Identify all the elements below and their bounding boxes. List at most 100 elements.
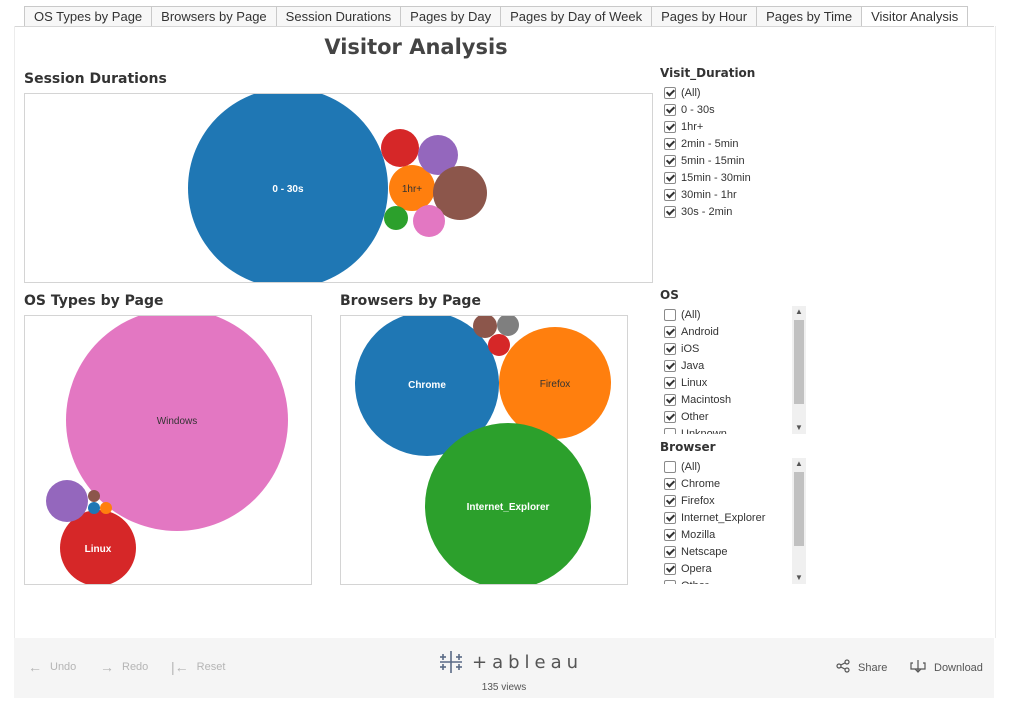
filter-option[interactable]: 15min - 30min — [664, 169, 804, 186]
checkbox-checked-icon[interactable] — [664, 393, 676, 406]
checkbox-unchecked-icon[interactable] — [664, 460, 676, 473]
filter-option-label: 1hr+ — [681, 120, 704, 133]
checkbox-checked-icon[interactable] — [664, 528, 676, 541]
tab-pages-by-hour[interactable]: Pages by Hour — [651, 6, 758, 27]
bubble-mark[interactable] — [355, 316, 499, 456]
checkbox-checked-icon[interactable] — [664, 205, 676, 218]
checkbox-checked-icon[interactable] — [664, 188, 676, 201]
filter-option[interactable]: 1hr+ — [664, 118, 804, 135]
bubble-mark[interactable] — [381, 129, 419, 167]
bubble-mark[interactable] — [473, 316, 497, 338]
bubble-mark[interactable] — [418, 135, 458, 175]
tab-pages-by-day-of-week[interactable]: Pages by Day of Week — [500, 6, 653, 27]
filter-option[interactable]: Macintosh — [664, 391, 790, 408]
bubble-label: Firefox — [540, 379, 571, 390]
checkbox-checked-icon[interactable] — [664, 410, 676, 423]
filter-option-label: Internet_Explorer — [681, 511, 766, 524]
checkbox-checked-icon[interactable] — [664, 137, 676, 150]
tableau-logo[interactable]: +ableau — [434, 648, 583, 676]
checkbox-checked-icon[interactable] — [664, 325, 676, 338]
filter-option[interactable]: (All) — [664, 458, 790, 475]
os-filter-scrollbar[interactable]: ▲ ▼ — [792, 306, 806, 434]
checkbox-checked-icon[interactable] — [664, 120, 676, 133]
scroll-thumb[interactable] — [794, 320, 804, 404]
tab-session-durations[interactable]: Session Durations — [275, 6, 402, 27]
bubble-mark[interactable] — [425, 423, 591, 584]
undo-button[interactable]: ← Undo — [28, 659, 76, 675]
checkbox-checked-icon[interactable] — [664, 103, 676, 116]
filter-option[interactable]: (All) — [664, 306, 790, 323]
bubble-mark[interactable] — [88, 502, 100, 514]
bubble-mark[interactable] — [433, 166, 487, 220]
download-button[interactable]: Download — [910, 659, 983, 676]
filter-option[interactable]: Java — [664, 357, 790, 374]
checkbox-checked-icon[interactable] — [664, 86, 676, 99]
bubble-mark[interactable] — [66, 316, 288, 531]
checkbox-checked-icon[interactable] — [664, 342, 676, 355]
share-button[interactable]: Share — [836, 659, 887, 676]
filter-option-label: Java — [681, 359, 705, 372]
scroll-down-icon[interactable]: ▼ — [795, 573, 803, 582]
filter-option[interactable]: Android — [664, 323, 790, 340]
checkbox-unchecked-icon[interactable] — [664, 579, 676, 584]
bubble-mark[interactable] — [60, 510, 136, 584]
filter-option[interactable]: Mozilla — [664, 526, 790, 543]
bubble-mark[interactable] — [384, 206, 408, 230]
filter-option[interactable]: iOS — [664, 340, 790, 357]
filter-option[interactable]: 2min - 5min — [664, 135, 804, 152]
bubble-mark[interactable] — [488, 334, 510, 356]
filter-option[interactable]: Linux — [664, 374, 790, 391]
filter-option-label: Linux — [681, 376, 708, 389]
filter-option[interactable]: 30min - 1hr — [664, 186, 804, 203]
bubble-mark[interactable] — [413, 205, 445, 237]
filter-option[interactable]: 30s - 2min — [664, 203, 804, 220]
scroll-down-icon[interactable]: ▼ — [795, 423, 803, 432]
bubble-mark[interactable] — [499, 327, 611, 439]
session-durations-chart[interactable]: 0 - 30s 1hr+ — [24, 93, 653, 283]
os-types-chart[interactable]: Windows Linux — [24, 315, 312, 585]
checkbox-checked-icon[interactable] — [664, 511, 676, 524]
checkbox-unchecked-icon[interactable] — [664, 308, 676, 321]
filter-option[interactable]: Firefox — [664, 492, 790, 509]
browser-filter-scrollbar[interactable]: ▲ ▼ — [792, 458, 806, 584]
filter-option[interactable]: Chrome — [664, 475, 790, 492]
bubble-mark[interactable] — [88, 490, 100, 502]
filter-option[interactable]: Opera — [664, 560, 790, 577]
scroll-up-icon[interactable]: ▲ — [795, 307, 803, 316]
filter-option[interactable]: Other — [664, 577, 790, 584]
scroll-thumb[interactable] — [794, 472, 804, 546]
tab-visitor-analysis[interactable]: Visitor Analysis — [861, 6, 969, 27]
checkbox-checked-icon[interactable] — [664, 154, 676, 167]
browsers-chart[interactable]: Chrome Firefox Internet_Explorer — [340, 315, 628, 585]
checkbox-checked-icon[interactable] — [664, 359, 676, 372]
filter-option[interactable]: 0 - 30s — [664, 101, 804, 118]
checkbox-checked-icon[interactable] — [664, 477, 676, 490]
reset-button[interactable]: |← Reset — [171, 659, 225, 675]
checkbox-checked-icon[interactable] — [664, 562, 676, 575]
bubble-mark[interactable] — [46, 480, 88, 522]
filter-option[interactable]: Unknown — [664, 425, 790, 434]
bubble-mark[interactable] — [389, 165, 435, 211]
checkbox-checked-icon[interactable] — [664, 494, 676, 507]
checkbox-unchecked-icon[interactable] — [664, 427, 676, 434]
bubble-mark[interactable] — [497, 316, 519, 336]
filter-option-label: (All) — [681, 460, 701, 473]
filter-option[interactable]: Other — [664, 408, 790, 425]
filter-option[interactable]: 5min - 15min — [664, 152, 804, 169]
filter-option-label: Netscape — [681, 545, 728, 558]
checkbox-checked-icon[interactable] — [664, 376, 676, 389]
checkbox-checked-icon[interactable] — [664, 545, 676, 558]
filter-option[interactable]: Internet_Explorer — [664, 509, 790, 526]
scroll-up-icon[interactable]: ▲ — [795, 459, 803, 468]
tab-pages-by-time[interactable]: Pages by Time — [756, 6, 863, 27]
redo-button[interactable]: → Redo — [100, 659, 148, 675]
checkbox-checked-icon[interactable] — [664, 171, 676, 184]
filter-option[interactable]: Netscape — [664, 543, 790, 560]
filter-option-label: (All) — [681, 86, 701, 99]
bubble-mark[interactable] — [100, 502, 112, 514]
tab-pages-by-day[interactable]: Pages by Day — [400, 6, 502, 27]
tab-os-types-by-page[interactable]: OS Types by Page — [24, 6, 153, 27]
bubble-mark[interactable] — [188, 94, 388, 282]
filter-option[interactable]: (All) — [664, 84, 804, 101]
tab-browsers-by-page[interactable]: Browsers by Page — [151, 6, 277, 27]
